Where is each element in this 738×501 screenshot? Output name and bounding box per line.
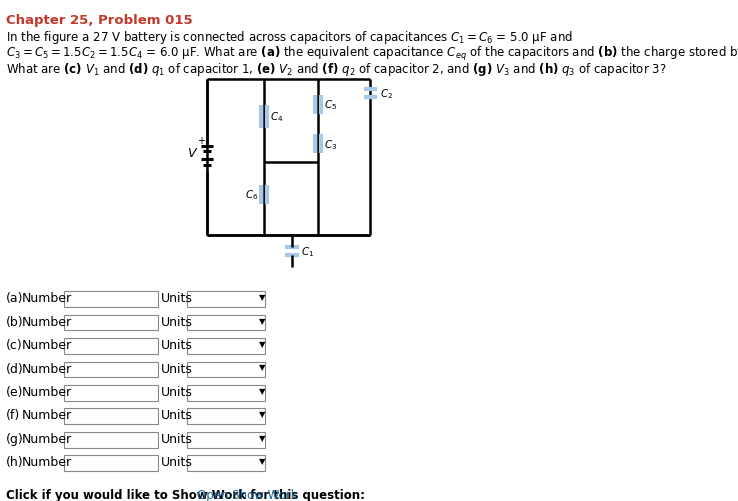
Text: $C_4$: $C_4$ <box>269 110 283 124</box>
Text: Chapter 25, Problem 015: Chapter 25, Problem 015 <box>6 14 193 27</box>
Bar <box>64 338 159 354</box>
Text: (a): (a) <box>6 292 24 305</box>
Text: Units: Units <box>162 455 193 468</box>
Text: Units: Units <box>162 432 193 445</box>
Bar <box>64 409 159 424</box>
Text: (c): (c) <box>6 338 23 351</box>
Text: ▼: ▼ <box>259 339 266 348</box>
Text: $C_5$: $C_5$ <box>324 98 337 112</box>
Text: Units: Units <box>162 315 193 328</box>
Text: ▼: ▼ <box>259 316 266 325</box>
Bar <box>64 455 159 471</box>
Text: ▼: ▼ <box>259 410 266 418</box>
Text: (g): (g) <box>6 432 24 445</box>
Text: Number: Number <box>22 409 72 422</box>
Bar <box>64 385 159 401</box>
Bar <box>187 292 265 307</box>
Bar <box>187 315 265 331</box>
Text: Units: Units <box>162 409 193 422</box>
Text: $C_3$: $C_3$ <box>324 137 337 151</box>
Bar <box>187 385 265 401</box>
Text: (b): (b) <box>6 315 24 328</box>
Text: ▼: ▼ <box>259 386 266 395</box>
Text: Units: Units <box>162 362 193 375</box>
Text: (d): (d) <box>6 362 24 375</box>
Bar <box>187 409 265 424</box>
Text: +: + <box>197 135 205 145</box>
Text: $C_2$: $C_2$ <box>380 87 393 101</box>
Text: ▼: ▼ <box>259 456 266 465</box>
Text: Units: Units <box>162 338 193 351</box>
Bar <box>187 362 265 377</box>
Text: What are $\bf{(c)}$ $V_1$ and $\bf{(d)}$ $q_1$ of capacitor 1, $\bf{(e)}$ $V_2$ : What are $\bf{(c)}$ $V_1$ and $\bf{(d)}$… <box>6 61 666 78</box>
Text: $C_6$: $C_6$ <box>244 188 258 202</box>
Text: Units: Units <box>162 292 193 305</box>
Text: (h): (h) <box>6 455 24 468</box>
Text: Number: Number <box>22 362 72 375</box>
Text: Number: Number <box>22 432 72 445</box>
Text: In the figure a 27 V battery is connected across capacitors of capacitances $C_1: In the figure a 27 V battery is connecte… <box>6 29 573 46</box>
Text: Open Show Work: Open Show Work <box>197 487 298 500</box>
Text: ▼: ▼ <box>259 433 266 442</box>
Text: (e): (e) <box>6 385 24 398</box>
Text: Number: Number <box>22 292 72 305</box>
Text: ▼: ▼ <box>259 363 266 372</box>
Bar <box>64 315 159 331</box>
Text: (f): (f) <box>6 409 20 422</box>
Text: ▼: ▼ <box>259 293 266 302</box>
Text: Number: Number <box>22 315 72 328</box>
Text: V: V <box>187 147 196 160</box>
Bar <box>187 338 265 354</box>
Text: Units: Units <box>162 385 193 398</box>
Text: Click if you would like to Show Work for this question:: Click if you would like to Show Work for… <box>6 487 365 500</box>
Bar <box>187 455 265 471</box>
Bar <box>187 432 265 447</box>
Bar <box>64 292 159 307</box>
Text: Number: Number <box>22 455 72 468</box>
Bar <box>64 362 159 377</box>
Text: $C_1$: $C_1$ <box>302 244 314 259</box>
Text: $C_3 = C_5 = 1.5C_2 = 1.5C_4$ = 6.0 μF. What are $\bf{(a)}$ the equivalent capac: $C_3 = C_5 = 1.5C_2 = 1.5C_4$ = 6.0 μF. … <box>6 45 738 63</box>
Bar <box>64 432 159 447</box>
Text: Number: Number <box>22 385 72 398</box>
Text: Number: Number <box>22 338 72 351</box>
